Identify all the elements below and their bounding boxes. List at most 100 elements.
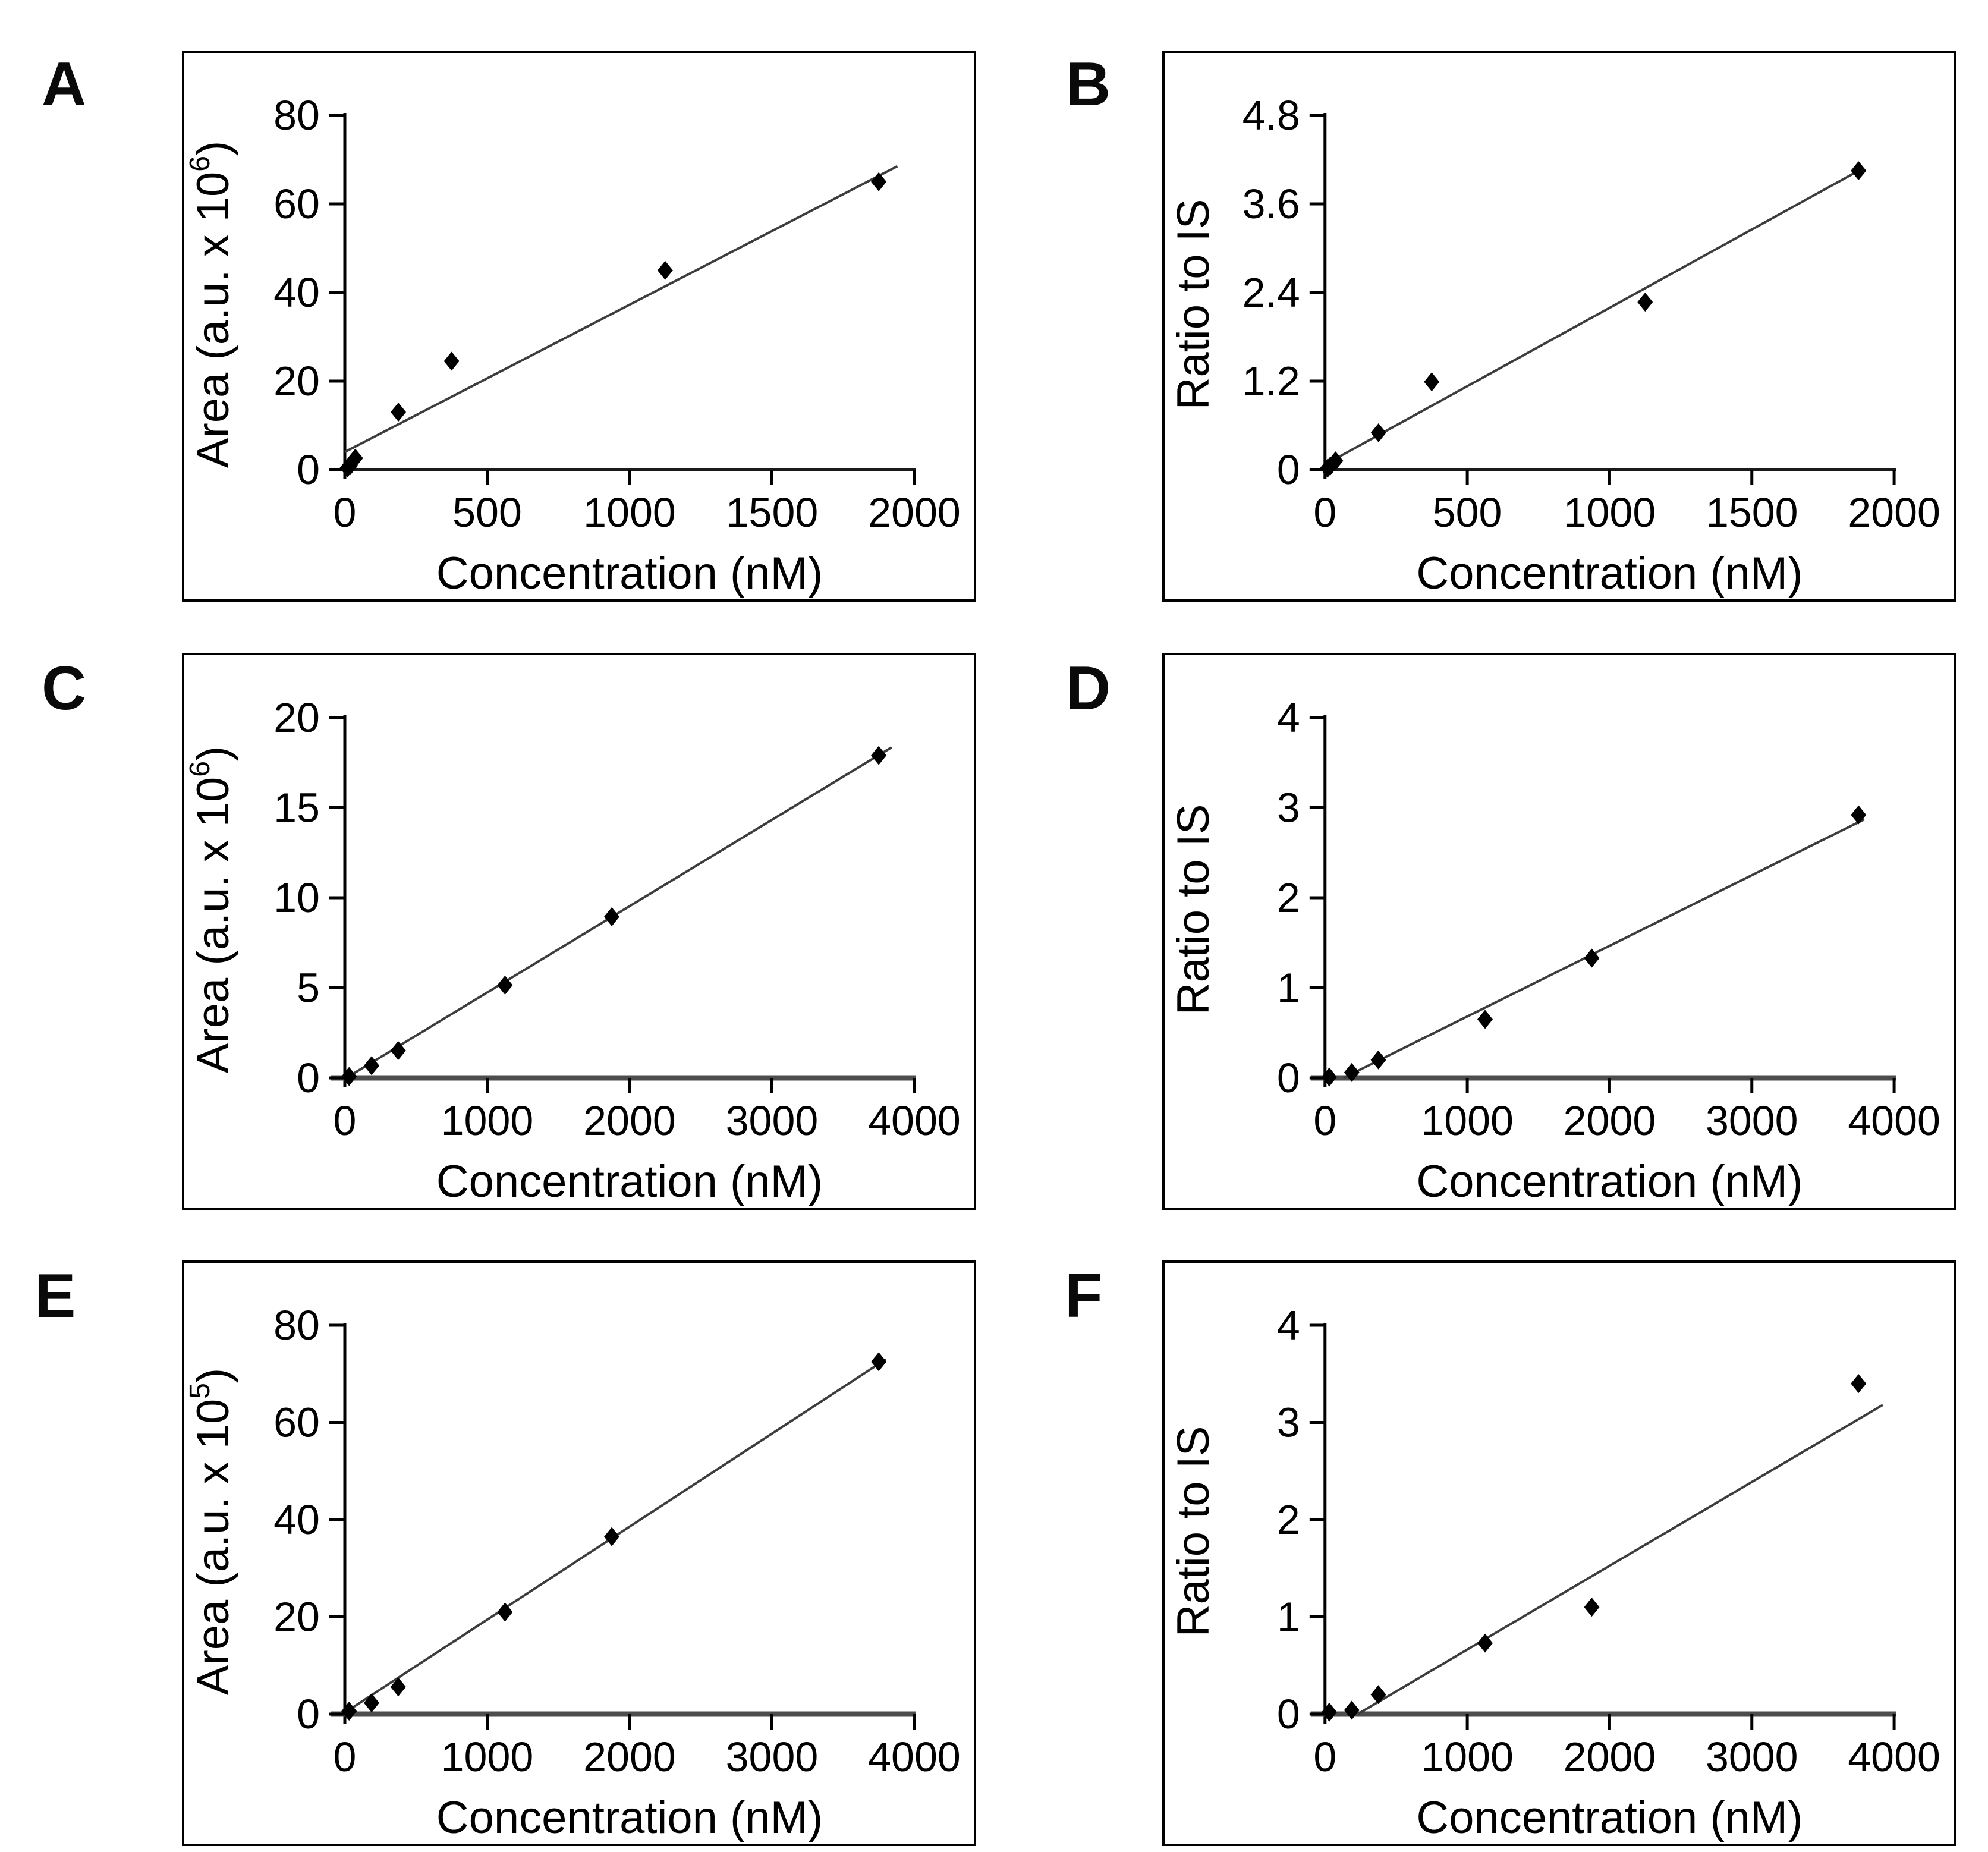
data-point: [604, 907, 620, 926]
trendline: [1343, 818, 1865, 1079]
x-tick-label: 2000: [583, 1734, 676, 1780]
y-tick-label: 20: [273, 1594, 320, 1640]
data-point: [1321, 1702, 1337, 1722]
data-point: [443, 351, 460, 371]
x-tick-label: 3000: [1706, 1098, 1798, 1144]
x-tick-label: 1000: [441, 1734, 534, 1780]
y-tick-label: 5: [297, 965, 320, 1011]
panel-b-chart: 0 500 1000 1500 2000 0 1.2 2.4 3.6 4.8 Concentrati…: [1168, 92, 1940, 599]
data-point: [1344, 1700, 1360, 1720]
y-tick-label: 40: [273, 1496, 320, 1543]
panel-a-box: 0 500 1000 1500 2000 0 20 40 60 80 Concentration (…: [182, 51, 976, 602]
y-tick-label: 3: [1277, 784, 1300, 831]
x-tick-label: 0: [1313, 1734, 1336, 1780]
y-tick-label: 80: [273, 1302, 320, 1348]
x-tick-label: 2000: [1848, 489, 1940, 536]
y-axis-title: Ratio to IS: [1168, 199, 1219, 410]
x-tick-label: 4000: [1848, 1098, 1940, 1144]
data-point: [1321, 1067, 1337, 1087]
x-tick-label: 2000: [1564, 1098, 1656, 1144]
data-point: [1370, 423, 1386, 442]
x-tick-label: 500: [1433, 489, 1502, 536]
data-point: [1584, 1598, 1600, 1617]
panel-d-chart: 0 1000 2000 3000 4000 0 1 2 3 4 Concentration (nM)…: [1168, 694, 1940, 1207]
panel-label-a: A: [42, 50, 87, 119]
data-point: [1477, 1010, 1493, 1029]
x-axis-title: Concentration (nM): [436, 548, 823, 599]
x-tick-label: 1000: [1421, 1098, 1514, 1144]
panel-label-f: F: [1065, 1262, 1103, 1331]
x-axis-title: Concentration (nM): [436, 1793, 823, 1843]
x-tick-label: 1000: [441, 1098, 534, 1144]
x-tick-label: 1000: [583, 489, 676, 536]
trendline: [1324, 169, 1861, 466]
y-tick-label: 0: [1277, 447, 1300, 493]
trendline: [344, 746, 892, 1080]
panel-label-b: B: [1066, 50, 1111, 119]
data-point: [1584, 948, 1600, 968]
trendline: [344, 165, 898, 453]
y-tick-label: 20: [273, 694, 320, 741]
y-tick-label: 3.6: [1242, 181, 1300, 227]
y-tick-label: 4: [1277, 694, 1300, 741]
x-tick-label: 500: [452, 489, 522, 536]
panel-label-d: D: [1066, 654, 1111, 723]
y-axis-title: Area (a.u. x 105): [184, 1368, 238, 1696]
trendline: [1357, 1404, 1883, 1715]
y-tick-label: 60: [273, 1400, 320, 1446]
panel-label-e: E: [34, 1262, 76, 1331]
x-tick-label: 1500: [726, 489, 819, 536]
data-point: [657, 260, 673, 280]
y-tick-label: 40: [273, 269, 320, 316]
data-point: [1477, 1633, 1493, 1653]
panel-e-box: 0 1000 2000 3000 4000 0 20 40 60 80 Concentration …: [182, 1260, 976, 1846]
x-tick-label: 4000: [868, 1734, 961, 1780]
x-tick-label: 0: [334, 1098, 357, 1144]
y-axis-title: Area (a.u. x 106): [184, 141, 238, 468]
x-tick-label: 0: [334, 1734, 357, 1780]
y-tick-label: 0: [297, 1055, 320, 1101]
panel-a-chart: 0 500 1000 1500 2000 0 20 40 60 80 Concentration (…: [184, 92, 961, 599]
data-point: [1851, 805, 1867, 825]
x-axis-title: Concentration (nM): [436, 1156, 823, 1207]
x-tick-label: 2000: [868, 489, 961, 536]
y-tick-label: 10: [273, 875, 320, 921]
x-tick-label: 0: [1313, 1098, 1336, 1144]
data-point: [1370, 1685, 1386, 1705]
y-tick-label: 0: [1277, 1691, 1300, 1737]
y-tick-label: 2: [1277, 1496, 1300, 1543]
panel-d-box: 0 1000 2000 3000 4000 0 1 2 3 4 Concentration (nM)…: [1162, 653, 1956, 1210]
x-tick-label: 1000: [1564, 489, 1656, 536]
data-point: [1851, 1374, 1867, 1394]
data-point: [871, 172, 887, 191]
data-point: [1344, 1062, 1360, 1082]
y-tick-label: 1.2: [1242, 358, 1300, 404]
data-point: [364, 1056, 380, 1076]
y-tick-label: 4: [1277, 1302, 1300, 1348]
data-point: [1637, 293, 1653, 312]
y-tick-label: 80: [273, 92, 320, 139]
x-tick-label: 1500: [1706, 489, 1798, 536]
panel-e-chart: 0 1000 2000 3000 4000 0 20 40 60 80 Concentration …: [184, 1302, 961, 1843]
data-point: [1370, 1050, 1386, 1070]
panel-label-c: C: [42, 654, 87, 723]
y-tick-label: 3: [1277, 1399, 1300, 1445]
y-tick-label: 1: [1277, 1593, 1300, 1640]
y-axis-title: Ratio to IS: [1168, 804, 1219, 1015]
y-tick-label: 2: [1277, 875, 1300, 921]
data-point: [1424, 372, 1440, 392]
y-axis-title: Ratio to IS: [1168, 1426, 1219, 1637]
panel-b-box: 0 500 1000 1500 2000 0 1.2 2.4 3.6 4.8 Concentrati…: [1162, 51, 1956, 602]
x-tick-label: 3000: [726, 1734, 819, 1780]
x-tick-label: 4000: [1848, 1734, 1940, 1780]
x-tick-label: 3000: [726, 1098, 819, 1144]
data-point: [1851, 161, 1867, 181]
data-point: [871, 1352, 887, 1372]
panel-f-box: 0 1000 2000 3000 4000 0 1 2 3 4 Concentration (nM)…: [1162, 1260, 1956, 1846]
data-point: [604, 1527, 620, 1546]
y-tick-label: 60: [273, 181, 320, 227]
x-tick-label: 2000: [1564, 1734, 1656, 1780]
data-point: [497, 1602, 513, 1622]
panel-f-chart: 0 1000 2000 3000 4000 0 1 2 3 4 Concentration (nM)…: [1168, 1302, 1940, 1843]
y-axis-title: Area (a.u. x 106): [184, 746, 238, 1074]
